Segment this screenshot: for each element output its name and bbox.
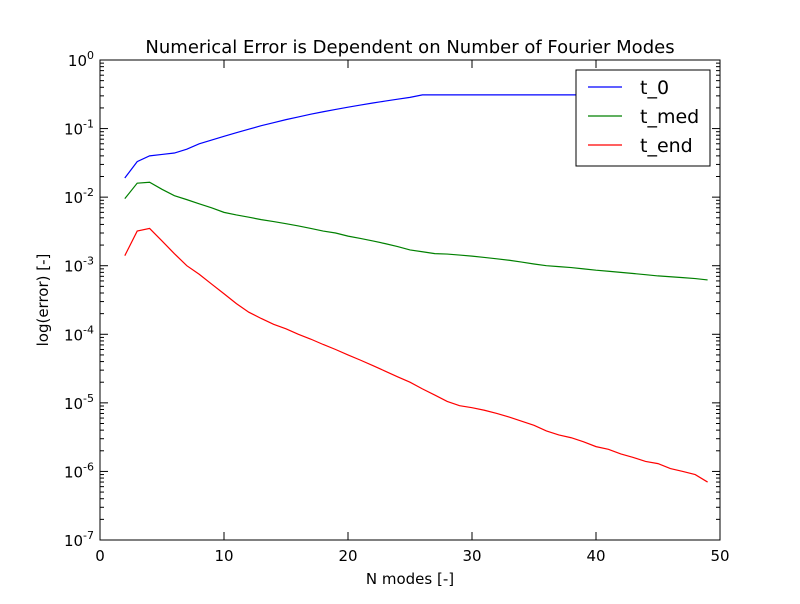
x-axis-ticks: 0 10 20 30 40 50 xyxy=(95,60,730,565)
series-line-t-end xyxy=(124,227,708,483)
y-tick-label: 10-1 xyxy=(64,118,94,139)
y-tick-label: 10-2 xyxy=(64,186,94,207)
legend-label: t_end xyxy=(640,135,693,157)
legend: t_0 t_med t_end xyxy=(575,69,711,167)
x-tick-label: 20 xyxy=(338,547,357,565)
x-tick-label: 0 xyxy=(95,547,105,565)
plot-frame xyxy=(99,59,721,541)
chart-title: Numerical Error is Dependent on Number o… xyxy=(145,37,674,58)
y-tick-label: 10-5 xyxy=(64,392,94,413)
x-tick-label: 10 xyxy=(214,547,233,565)
y-tick-label: 10-4 xyxy=(64,323,94,344)
x-tick-label: 40 xyxy=(586,547,605,565)
y-tick-label: 10-6 xyxy=(64,460,94,481)
y-tick-label: 10-7 xyxy=(64,529,94,550)
y-axis-ticks: 100 10-1 10-2 10-3 10-4 10-5 10-6 10-7 xyxy=(64,49,720,550)
legend-box xyxy=(575,69,711,167)
y-axis-label: log(error) [-] xyxy=(34,254,52,347)
legend-label: t_med xyxy=(640,106,699,128)
x-tick-label: 50 xyxy=(710,547,729,565)
legend-label: t_0 xyxy=(640,77,669,99)
y-tick-label: 100 xyxy=(68,49,94,70)
y-tick-label: 10-3 xyxy=(64,255,94,276)
series-line-t-med xyxy=(124,181,708,281)
x-axis-label: N modes [-] xyxy=(366,570,454,588)
x-tick-label: 30 xyxy=(462,547,481,565)
